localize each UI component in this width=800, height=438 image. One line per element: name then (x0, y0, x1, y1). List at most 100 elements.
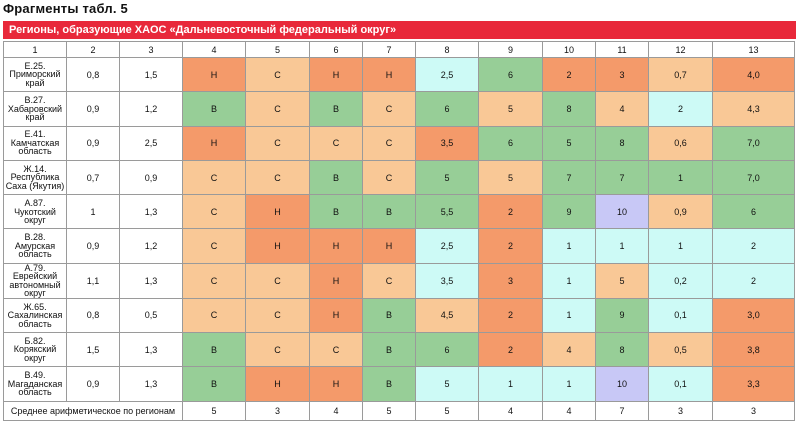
table-row: Е.41. Камчатская область 0,9 2,5 Н С С С 3,5 6 5 8 0,… (3, 125, 795, 161)
rating-cell: 4,0 (712, 56, 795, 93)
column-header-2: 2 (66, 41, 120, 58)
rating-cell: 4 (542, 332, 596, 368)
table-banner: Регионы, образующие ХАОС «Дальневосточны… (3, 21, 796, 39)
column-header-11: 11 (595, 41, 649, 58)
table-row: В.27. Хабаровский край 0,9 1,2 В С В С 6 5 8 4 2 4,3 (3, 91, 795, 127)
rating-cell: 3 (478, 262, 543, 299)
rating-cell: 2 (478, 194, 543, 230)
rating-cell: 0,5 (648, 332, 713, 368)
table-row: Е.25. Приморский край 0,8 1,5 Н С Н Н 2,5 6 2 3 0,7 4,… (3, 56, 795, 93)
rating-cell: В (362, 366, 416, 402)
region-name-line: Б.82. (24, 335, 46, 346)
rating-cell: 1 (542, 262, 596, 299)
rating-cell: В (182, 332, 246, 368)
rating-cell: Н (245, 366, 310, 402)
rating-cell: 1 (478, 366, 543, 402)
region-name-line: округ (24, 215, 46, 226)
table-row: Ж.14. Республика Саха (Якутия) 0,7 0,9 С С В С 5 5… (3, 159, 795, 196)
rating-cell: 6 (478, 56, 543, 93)
average-label: Среднее арифметическое по регионам (3, 400, 183, 421)
rating-cell: 5,5 (415, 194, 479, 230)
rating-cell: С (309, 125, 363, 161)
rating-cell: 0,1 (648, 366, 713, 402)
rating-cell: 7,0 (712, 159, 795, 196)
rating-cell: С (245, 125, 310, 161)
rating-cell: 9 (595, 297, 649, 334)
rating-cell: Н (309, 56, 363, 93)
rating-cell: 4,3 (712, 91, 795, 127)
region-name-line: область (18, 249, 52, 260)
region-name: Е.41. Камчатская область (3, 125, 67, 161)
rating-cell: 1 (648, 228, 713, 264)
average-row: Среднее арифметическое по регионам 5 3 4 5 5 4… (3, 400, 795, 421)
rating-cell: 1 (542, 228, 596, 264)
value-cell: 0,9 (66, 91, 120, 127)
rating-cell: 7,0 (712, 125, 795, 161)
column-header-5: 5 (245, 41, 310, 58)
region-name: В.28. Амурская область (3, 228, 67, 264)
rating-cell: 3,0 (712, 297, 795, 334)
rating-cell: В (362, 332, 416, 368)
region-name: Б.82. Корякский округ (3, 332, 67, 368)
rating-cell: С (245, 297, 310, 334)
rating-cell: 5 (478, 159, 543, 196)
rating-cell: С (362, 159, 416, 196)
average-value: 3 (245, 400, 310, 421)
value-cell: 0,7 (66, 159, 120, 196)
rating-cell: 7 (595, 159, 649, 196)
column-header-7: 7 (362, 41, 416, 58)
rating-cell: 6 (415, 91, 479, 127)
region-name-line: округ (24, 352, 46, 363)
rating-cell: 0,1 (648, 297, 713, 334)
average-value: 7 (595, 400, 649, 421)
rating-cell: В (182, 366, 246, 402)
column-header-10: 10 (542, 41, 596, 58)
region-name-line: Е.41. (24, 129, 46, 140)
value-cell: 1,3 (119, 332, 183, 368)
rating-cell: С (182, 228, 246, 264)
rating-cell: В (309, 194, 363, 230)
rating-cell: 4,5 (415, 297, 479, 334)
value-cell: 0,9 (66, 366, 120, 402)
page-title: Фрагменты табл. 5 (3, 1, 128, 16)
rating-cell: Н (182, 125, 246, 161)
region-name-line: Еврейский (12, 271, 58, 282)
value-cell: 0,9 (66, 125, 120, 161)
table-row: А.87. Чукотский округ 1 1,3 С Н В В 5,5 2 9 10 0,9 6 (3, 194, 795, 230)
region-name-line: область (18, 146, 52, 157)
rating-cell: 9 (542, 194, 596, 230)
rating-cell: 3,8 (712, 332, 795, 368)
rating-cell: С (362, 125, 416, 161)
rating-cell: 0,9 (648, 194, 713, 230)
rating-cell: 10 (595, 194, 649, 230)
rating-cell: 5 (595, 262, 649, 299)
region-name-line: Ж.14. (23, 163, 47, 174)
rating-cell: С (245, 262, 310, 299)
rating-cell: 3,5 (415, 125, 479, 161)
column-header-12: 12 (648, 41, 713, 58)
average-value: 3 (712, 400, 795, 421)
rating-cell: В (182, 91, 246, 127)
table-row: Ж.65. Сахалинская область 0,8 0,5 С С Н В 4,5 2 1 9 0… (3, 297, 795, 334)
rating-cell: С (245, 91, 310, 127)
region-name: В.27. Хабаровский край (3, 91, 67, 127)
rating-cell: Н (362, 228, 416, 264)
rating-cell: С (245, 332, 310, 368)
column-header-4: 4 (182, 41, 246, 58)
region-name: А.79. Еврейский автономный округ (3, 262, 67, 299)
rating-cell: 1 (648, 159, 713, 196)
rating-cell: 5 (542, 125, 596, 161)
value-cell: 1,3 (119, 366, 183, 402)
rating-cell: С (182, 297, 246, 334)
rating-cell: 2 (648, 91, 713, 127)
region-name-line: В.28. Амурская (14, 232, 56, 251)
table-row: Б.82. Корякский округ 1,5 1,3 В С С В 6 2 4 8 0,5 3,8 (3, 332, 795, 368)
region-name-line: А.87. (24, 198, 46, 209)
table-row: А.79. Еврейский автономный округ 1,1 1,3 С С Н С 3… (3, 262, 795, 299)
region-name-line: А.79. (24, 263, 46, 273)
header-row: 1 2 3 4 5 6 7 8 9 10 11 12 13 (3, 41, 795, 58)
value-cell: 1,3 (119, 262, 183, 299)
rating-cell: 7 (542, 159, 596, 196)
average-value: 5 (182, 400, 246, 421)
rating-cell: Н (309, 262, 363, 299)
